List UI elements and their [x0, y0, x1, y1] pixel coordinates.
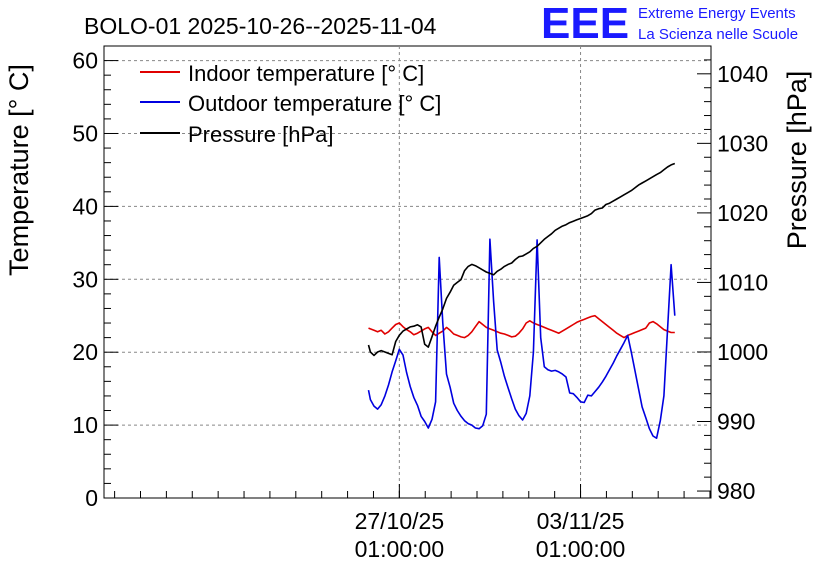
y-tick-label: 50 [72, 120, 98, 146]
grid [104, 46, 711, 498]
y-tick-label: 10 [72, 412, 98, 438]
x-tick-label-date: 03/11/25 [537, 508, 625, 534]
plot-frame [103, 45, 712, 499]
eee-logo: EEE Extreme Energy Events La Scienza nel… [541, 0, 798, 48]
y2-tick-label: 1010 [717, 269, 768, 295]
chart-title: BOLO-01 2025-10-26--2025-11-04 [84, 13, 437, 39]
y2-tick-label: 990 [717, 409, 755, 435]
x-tick-label-date: 27/10/25 [355, 508, 445, 534]
legend-label-outdoor: Outdoor temperature [° C] [188, 91, 441, 116]
y2-tick-label: 1000 [717, 339, 768, 365]
eee-logo-line1: Extreme Energy Events [638, 5, 796, 22]
legend: Indoor temperature [° C] Outdoor tempera… [140, 61, 441, 147]
eee-logo-mark: EEE [541, 0, 629, 48]
y2-tick-label: 1020 [717, 200, 768, 226]
y-tick-label: 0 [85, 485, 98, 511]
series-line-indoor [368, 314, 675, 339]
y-tick-label: 20 [72, 339, 98, 365]
axes: 0102030405060980990100010101020103010402… [72, 48, 768, 562]
y2-tick-label: 1030 [717, 130, 768, 156]
x-tick-label-time: 01:00:00 [536, 536, 626, 562]
series-line-pressure [367, 162, 676, 357]
series-line-outdoor [367, 238, 676, 440]
y2-tick-label: 1040 [717, 61, 768, 87]
y-tick-label: 30 [72, 266, 98, 292]
legend-label-indoor: Indoor temperature [° C] [188, 61, 424, 86]
x-tick-label-time: 01:00:00 [355, 536, 445, 562]
y-axis-title: Temperature [° C] [4, 64, 34, 276]
y2-tick-label: 980 [717, 478, 755, 504]
y2-axis-title: Pressure [hPa] [782, 71, 812, 250]
eee-logo-line2: La Scienza nelle Scuole [638, 26, 798, 43]
series-layer [367, 162, 676, 440]
y-tick-label: 40 [72, 193, 98, 219]
y-tick-label: 60 [72, 48, 98, 74]
legend-label-pressure: Pressure [hPa] [188, 122, 334, 147]
